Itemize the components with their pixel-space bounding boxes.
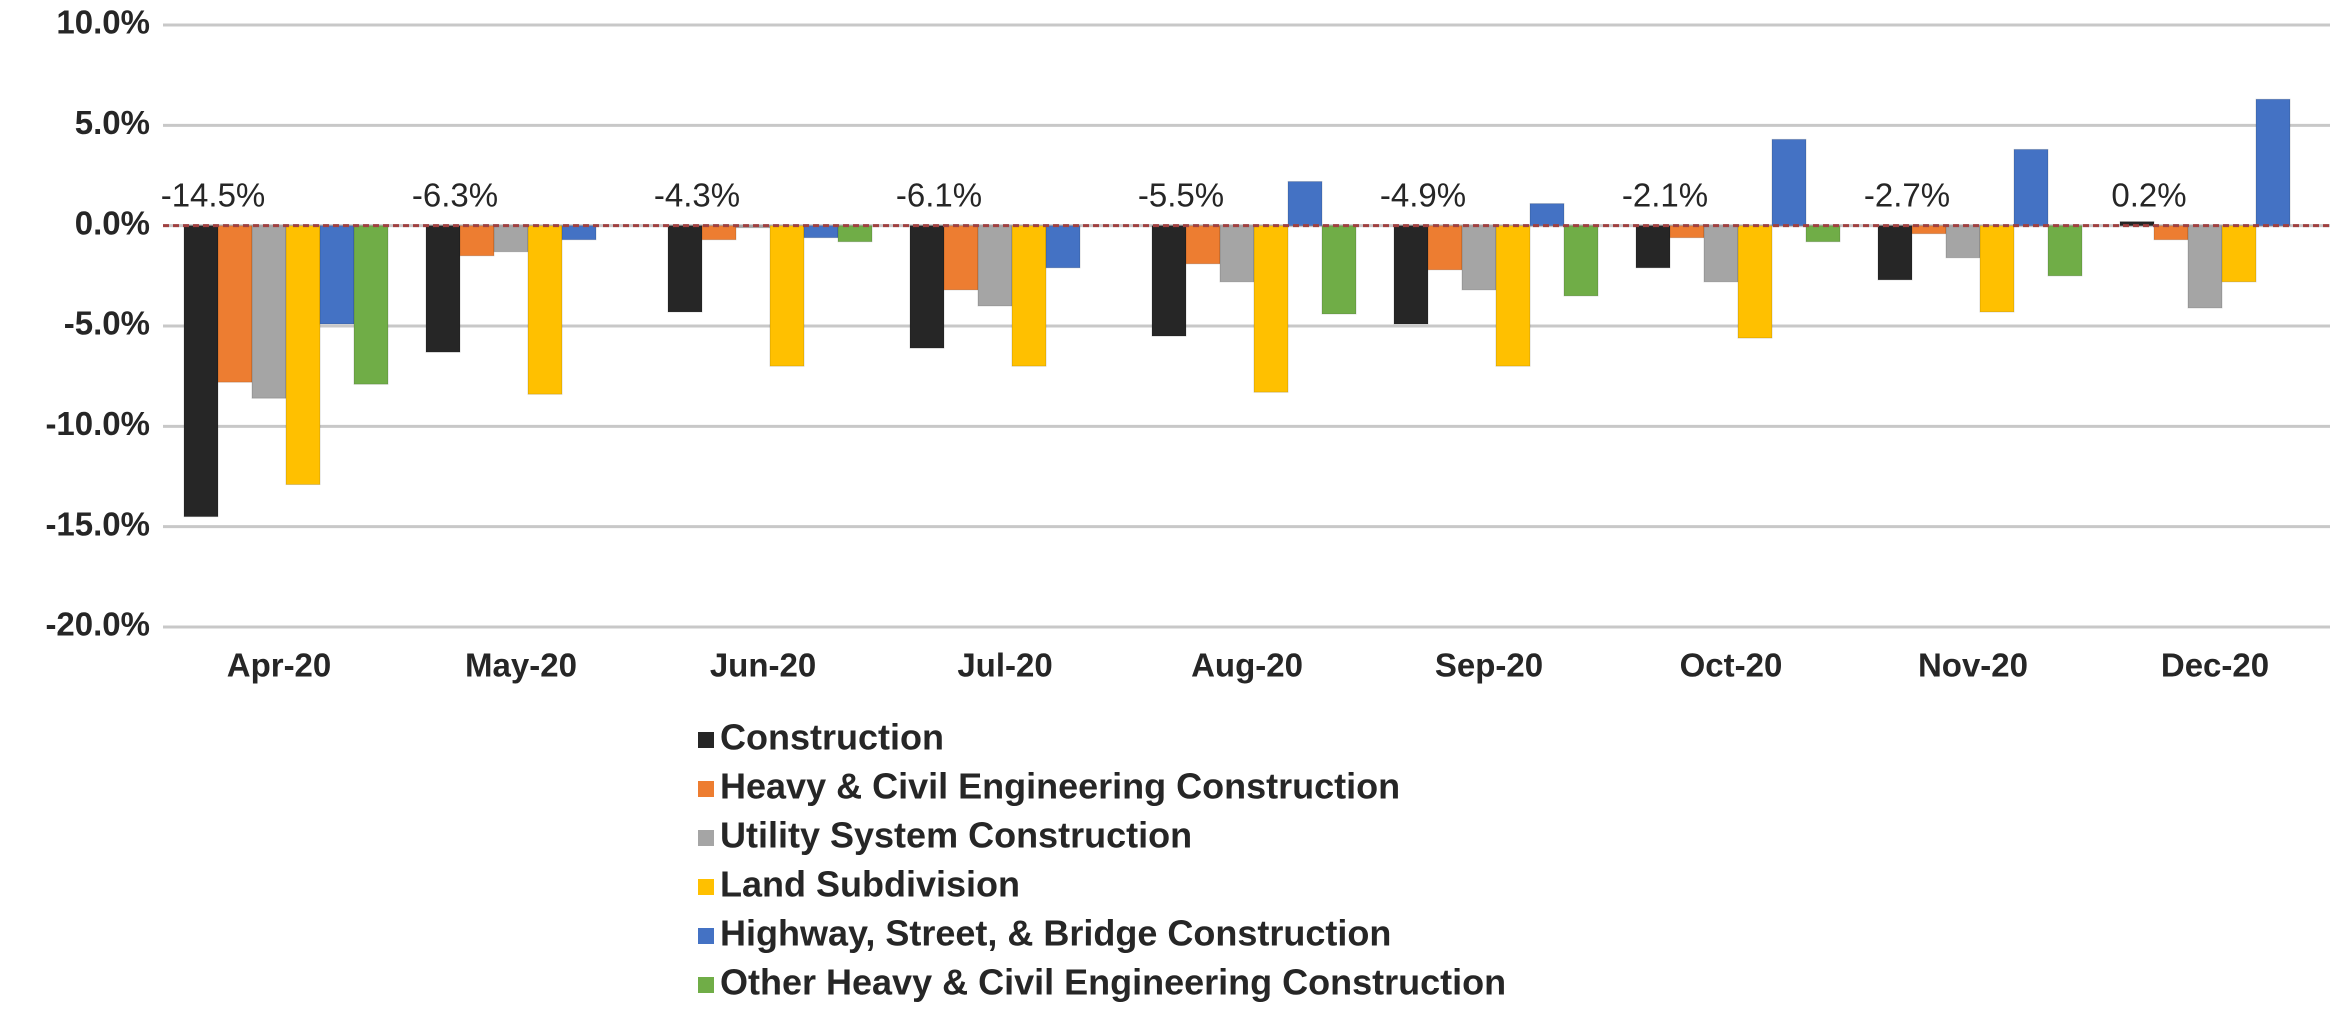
bar: [2047, 225, 2083, 277]
bar: [943, 225, 979, 291]
y-tick-label: -10.0%: [45, 405, 150, 442]
bar: [1945, 225, 1981, 259]
bar: [1771, 138, 1807, 227]
bar: [217, 225, 253, 383]
bar: [1529, 203, 1565, 227]
bar: [769, 225, 805, 367]
bar: [425, 225, 461, 353]
legend-swatch: [698, 830, 714, 846]
legend-label: Construction: [720, 717, 944, 758]
data-label: 0.2%: [2111, 177, 2186, 214]
bar: [909, 225, 945, 349]
bar: [527, 225, 563, 395]
x-tick-label: Apr-20: [227, 647, 332, 684]
legend-swatch: [698, 879, 714, 895]
y-tick-label: -20.0%: [45, 606, 150, 643]
bar: [1635, 225, 1671, 269]
y-tick-label: 10.0%: [56, 4, 150, 41]
bar: [1151, 225, 1187, 337]
x-tick-label: Dec-20: [2161, 647, 2269, 684]
legend-label: Utility System Construction: [720, 815, 1192, 856]
bar: [2187, 225, 2223, 309]
bar: [1011, 225, 1047, 367]
bar: [1393, 225, 1429, 325]
bar: [2153, 225, 2189, 241]
bar: [1805, 225, 1841, 243]
bar: [285, 225, 321, 486]
y-tick-label: -15.0%: [45, 505, 150, 542]
legend-swatch: [698, 732, 714, 748]
data-label: -4.9%: [1380, 177, 1466, 214]
bar: [977, 225, 1013, 307]
bar: [561, 225, 597, 241]
bar: [319, 225, 355, 325]
bar: [183, 225, 219, 518]
legend-label: Heavy & Civil Engineering Construction: [720, 766, 1400, 807]
bar: [1185, 225, 1221, 265]
x-tick-label: Aug-20: [1191, 647, 1303, 684]
data-label: -14.5%: [161, 177, 266, 214]
bar: [1461, 225, 1497, 291]
bar: [2221, 225, 2257, 283]
bar: [1979, 225, 2015, 313]
legend-label: Land Subdivision: [720, 864, 1020, 905]
bar: [1427, 225, 1463, 271]
data-label: -5.5%: [1138, 177, 1224, 214]
legend-label: Other Heavy & Civil Engineering Construc…: [720, 962, 1506, 1003]
x-tick-label: Oct-20: [1680, 647, 1783, 684]
bar: [1287, 181, 1323, 227]
y-tick-label: -5.0%: [64, 305, 150, 342]
data-label: -4.3%: [654, 177, 740, 214]
data-label: -2.1%: [1622, 177, 1708, 214]
bar: [701, 225, 737, 241]
data-label: -6.1%: [896, 177, 982, 214]
bar: [803, 225, 839, 239]
bar: [1219, 225, 1255, 283]
x-tick-label: Jun-20: [710, 647, 816, 684]
bar: [459, 225, 495, 257]
bar: [353, 225, 389, 385]
legend-swatch: [698, 977, 714, 993]
bar: [251, 225, 287, 399]
bar: [1563, 225, 1599, 297]
bar: [1495, 225, 1531, 367]
data-label: -2.7%: [1864, 177, 1950, 214]
bar: [2255, 98, 2291, 227]
y-tick-label: 5.0%: [75, 104, 150, 141]
x-tick-label: Jul-20: [957, 647, 1052, 684]
bar: [837, 225, 873, 243]
y-tick-label: 0.0%: [75, 204, 150, 241]
data-label: -6.3%: [412, 177, 498, 214]
bar: [1045, 225, 1081, 269]
bar: [1737, 225, 1773, 339]
x-tick-label: Sep-20: [1435, 647, 1543, 684]
bar: [1877, 225, 1913, 281]
legend-swatch: [698, 781, 714, 797]
bar: [1703, 225, 1739, 283]
bar: [667, 225, 703, 313]
x-tick-label: May-20: [465, 647, 577, 684]
bar: [2013, 148, 2049, 227]
legend-swatch: [698, 928, 714, 944]
bar: [1669, 225, 1705, 239]
x-tick-label: Nov-20: [1918, 647, 2028, 684]
bar: [493, 225, 529, 253]
legend-label: Highway, Street, & Bridge Construction: [720, 913, 1391, 954]
bar: [1321, 225, 1357, 315]
bar: [1253, 225, 1289, 393]
